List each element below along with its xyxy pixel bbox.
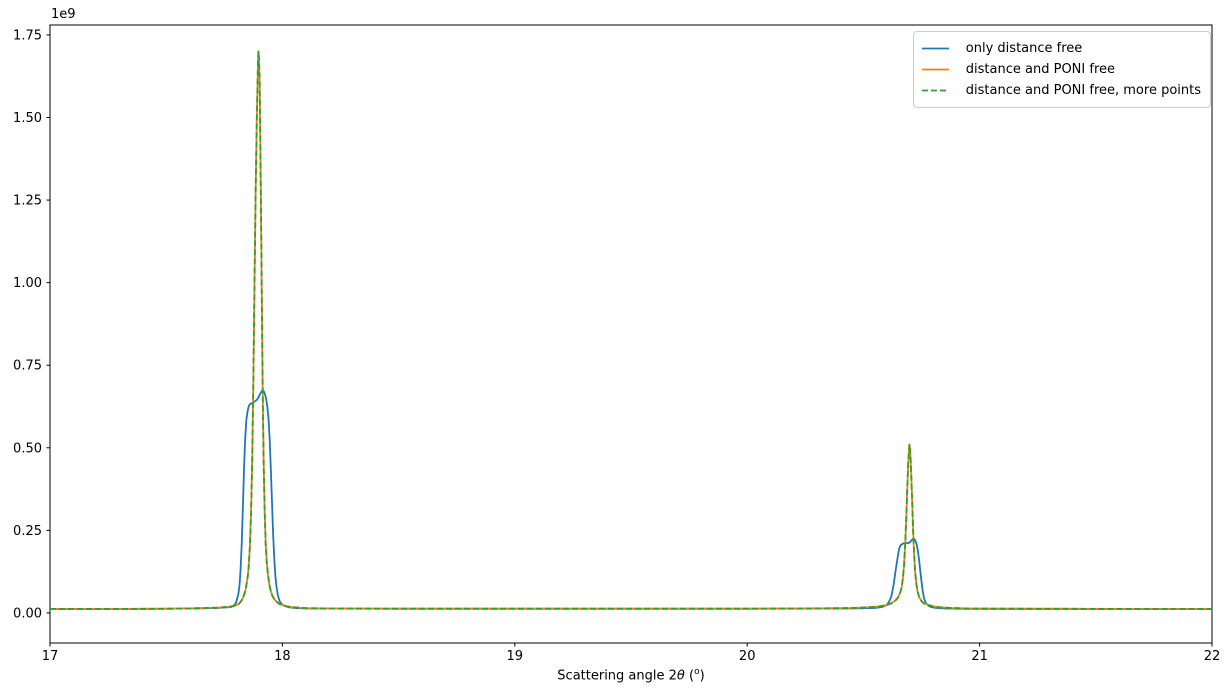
x-axis-label: Scattering angle 2θ (o)	[50, 667, 1212, 683]
series-line-2	[50, 50, 1212, 610]
y-tick-label: 1.25	[13, 194, 42, 209]
legend-item: only distance free	[921, 38, 1201, 59]
series-line-1	[50, 50, 1212, 610]
x-tick-label: 19	[507, 649, 524, 664]
legend-item: distance and PONI free, more points	[921, 80, 1201, 101]
y-tick-label: 0.50	[13, 441, 42, 456]
y-tick-label: 1.50	[13, 111, 42, 126]
y-tick-label: 0.75	[13, 359, 42, 374]
legend: only distance free distance and PONI free…	[912, 31, 1211, 108]
x-tick-label: 17	[42, 649, 59, 664]
x-axis-label-paren-close: )	[699, 668, 705, 684]
x-tick-label: 18	[274, 649, 291, 664]
x-tick-label: 20	[739, 649, 756, 664]
legend-line-swatch	[921, 89, 949, 92]
theta-symbol: θ	[676, 668, 685, 684]
legend-label: distance and PONI free	[965, 62, 1115, 77]
x-axis-label-paren-open: (	[684, 668, 695, 684]
x-tick-label: 21	[971, 649, 988, 664]
legend-label: only distance free	[965, 41, 1083, 56]
x-axis-label-text: Scattering angle 2	[557, 668, 677, 684]
degree-symbol: o	[694, 667, 700, 677]
y-tick-label: 0.00	[13, 606, 42, 621]
y-tick-label: 1.75	[13, 28, 42, 43]
x-tick-label: 22	[1204, 649, 1221, 664]
y-tick-label: 1.00	[13, 276, 42, 291]
legend-line-swatch	[921, 68, 949, 71]
y-tick-label: 0.25	[13, 524, 42, 539]
legend-item: distance and PONI free	[921, 59, 1201, 80]
y-axis-offset-text: 1e9	[51, 7, 76, 22]
legend-line-swatch	[921, 47, 949, 50]
legend-label: distance and PONI free, more points	[965, 83, 1201, 98]
plot-area-border	[49, 24, 1213, 644]
series-line-0	[50, 389, 1212, 610]
